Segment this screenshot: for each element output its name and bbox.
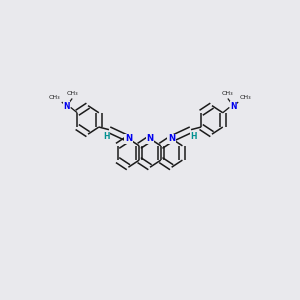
Text: CH₃: CH₃ [222,92,234,96]
Text: CH₃: CH₃ [66,92,78,96]
Text: N: N [63,102,70,111]
Text: H: H [103,132,109,141]
Text: N: N [168,134,175,143]
Text: H: H [191,132,197,141]
Text: CH₃: CH₃ [49,95,60,100]
Text: CH₃: CH₃ [240,95,251,100]
Text: N: N [125,134,132,143]
Text: N: N [230,102,237,111]
Text: N: N [146,134,154,143]
